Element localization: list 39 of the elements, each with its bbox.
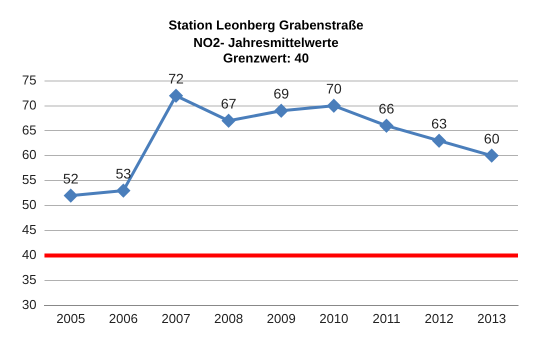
data-label: 60	[484, 130, 500, 147]
y-tick-label: 50	[22, 197, 36, 212]
chart-title: Station Leonberg Grabenstraße	[168, 17, 364, 32]
point	[432, 134, 446, 148]
x-tick-label: 2011	[372, 310, 400, 326]
point	[222, 114, 236, 128]
data-label: 53	[116, 165, 132, 182]
point	[170, 89, 182, 102]
point	[274, 104, 288, 118]
x-tick-label: 2007	[162, 310, 190, 326]
x-tick-label: 2010	[319, 310, 348, 326]
y-tick-label: 70	[22, 97, 36, 112]
x-tick-label: 2006	[108, 310, 138, 326]
data-label: 70	[326, 80, 342, 97]
x-tick-label: 2012	[424, 310, 454, 326]
point	[116, 184, 130, 198]
y-tick-label: 45	[22, 222, 36, 238]
data-label: 66	[378, 100, 394, 117]
x-tick-label: 2009	[266, 310, 296, 326]
y-tick-label: 65	[22, 122, 36, 138]
data-label: 63	[431, 116, 448, 132]
point	[485, 149, 498, 162]
chart-subtitle: NO2- Jahresmittelwerte Grenzwert: 40	[193, 34, 339, 66]
point	[380, 119, 393, 132]
y-tick-label: 75	[22, 72, 36, 88]
data-label: 69	[273, 86, 290, 102]
y-tick-label: 55	[22, 172, 36, 188]
data-label: 72	[168, 70, 184, 87]
x-tick-label: 2008	[214, 310, 244, 326]
point	[64, 189, 78, 202]
x-tick-label: 2013	[477, 310, 506, 326]
y-tick-label: 40	[22, 247, 36, 262]
data-label: 67	[220, 96, 237, 112]
y-tick-label: 30	[22, 296, 36, 312]
y-tick-label: 35	[22, 272, 36, 288]
y-tick-label: 60	[22, 147, 36, 162]
data-label: 52	[62, 170, 79, 186]
x-tick-label: 2005	[56, 310, 86, 326]
point	[327, 99, 340, 112]
